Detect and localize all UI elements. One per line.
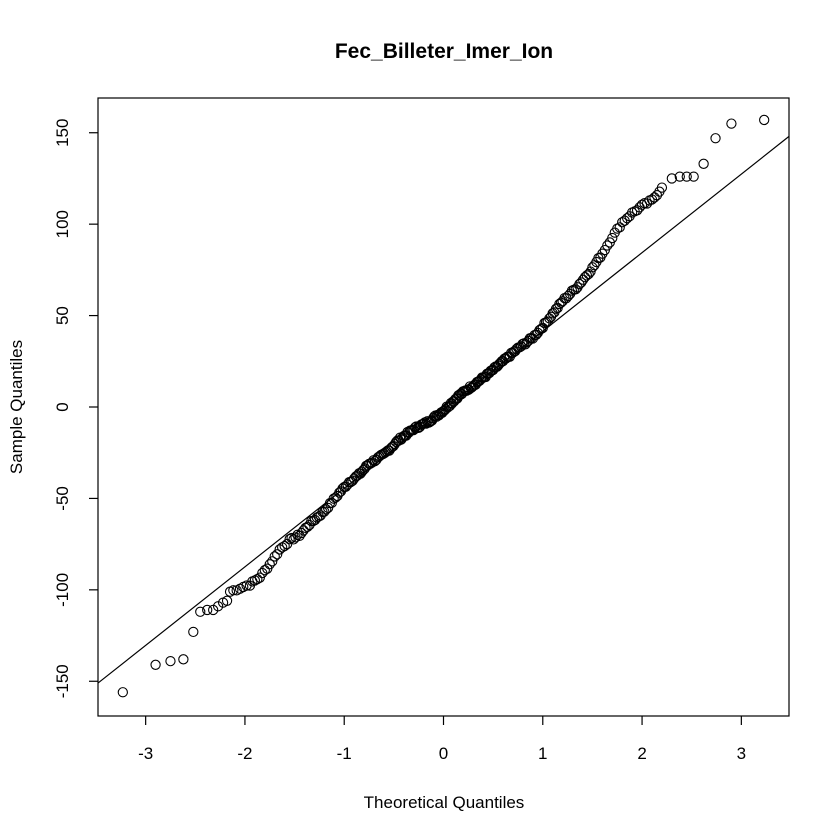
data-point: [656, 182, 668, 193]
data-point: [267, 556, 278, 567]
data-point: [302, 521, 313, 533]
y-tick-label: 0: [53, 402, 72, 411]
data-point: [150, 659, 161, 670]
data-point: [249, 575, 261, 586]
x-tick-label: 2: [637, 744, 646, 763]
data-point: [296, 527, 307, 539]
x-tick-label: -3: [138, 744, 153, 763]
data-point: [563, 290, 574, 302]
data-point: [284, 534, 295, 545]
data-point: [286, 532, 297, 544]
data-point: [651, 190, 663, 201]
x-tick-label: 1: [538, 744, 547, 763]
data-point: [495, 357, 506, 368]
data-point: [537, 322, 548, 334]
x-axis-label: Theoretical Quantiles: [364, 793, 525, 812]
data-point: [614, 222, 625, 233]
data-point: [710, 133, 721, 144]
data-point: [688, 171, 699, 182]
data-point: [607, 232, 618, 244]
data-point: [587, 262, 598, 273]
chart-title: Fec_Billeter_Imer_Ion: [335, 40, 553, 63]
x-tick-label: -1: [337, 744, 352, 763]
data-point: [328, 493, 339, 504]
points-group: [117, 114, 770, 698]
y-axis-label: Sample Quantiles: [7, 340, 26, 474]
data-point: [294, 530, 305, 542]
x-tick-label: 0: [439, 744, 448, 763]
data-point: [264, 559, 275, 570]
data-point: [576, 277, 587, 288]
data-point: [195, 606, 206, 617]
x-tick-label: -2: [237, 744, 252, 763]
data-point: [602, 240, 613, 251]
data-point: [279, 540, 290, 552]
data-point: [612, 223, 623, 234]
data-point: [228, 585, 239, 596]
data-point: [202, 604, 213, 616]
data-point: [534, 324, 545, 336]
data-point: [666, 173, 677, 184]
data-point: [272, 549, 283, 560]
y-axis: -150 -100 -50 0 50 100 150: [53, 119, 98, 698]
data-point: [759, 114, 770, 126]
data-point: [570, 284, 581, 295]
data-point: [579, 272, 591, 283]
x-axis: -3 -2 -1 0 1 2 3: [138, 716, 746, 763]
data-point: [674, 171, 685, 182]
data-point: [117, 687, 128, 698]
data-point: [726, 118, 737, 129]
data-point: [411, 421, 422, 432]
data-point: [321, 504, 332, 515]
data-point: [319, 506, 330, 517]
data-point: [178, 654, 189, 665]
data-point: [298, 525, 309, 536]
y-tick-label: 50: [53, 306, 72, 325]
data-point: [557, 296, 568, 307]
y-tick-label: 100: [53, 210, 72, 238]
data-point: [221, 595, 233, 606]
y-tick-label: -150: [53, 664, 72, 698]
data-point: [581, 270, 592, 281]
data-point: [681, 171, 692, 182]
data-point: [554, 298, 565, 310]
data-point: [188, 626, 199, 638]
data-point: [698, 158, 709, 169]
data-point: [269, 551, 280, 562]
y-tick-label: -50: [53, 486, 72, 511]
y-tick-label: 150: [53, 119, 72, 147]
data-point: [403, 427, 414, 438]
x-tick-label: 3: [737, 744, 746, 763]
y-tick-label: -100: [53, 573, 72, 607]
data-point: [252, 573, 263, 585]
data-point: [165, 655, 176, 667]
data-point: [597, 248, 608, 259]
data-point: [535, 323, 547, 335]
